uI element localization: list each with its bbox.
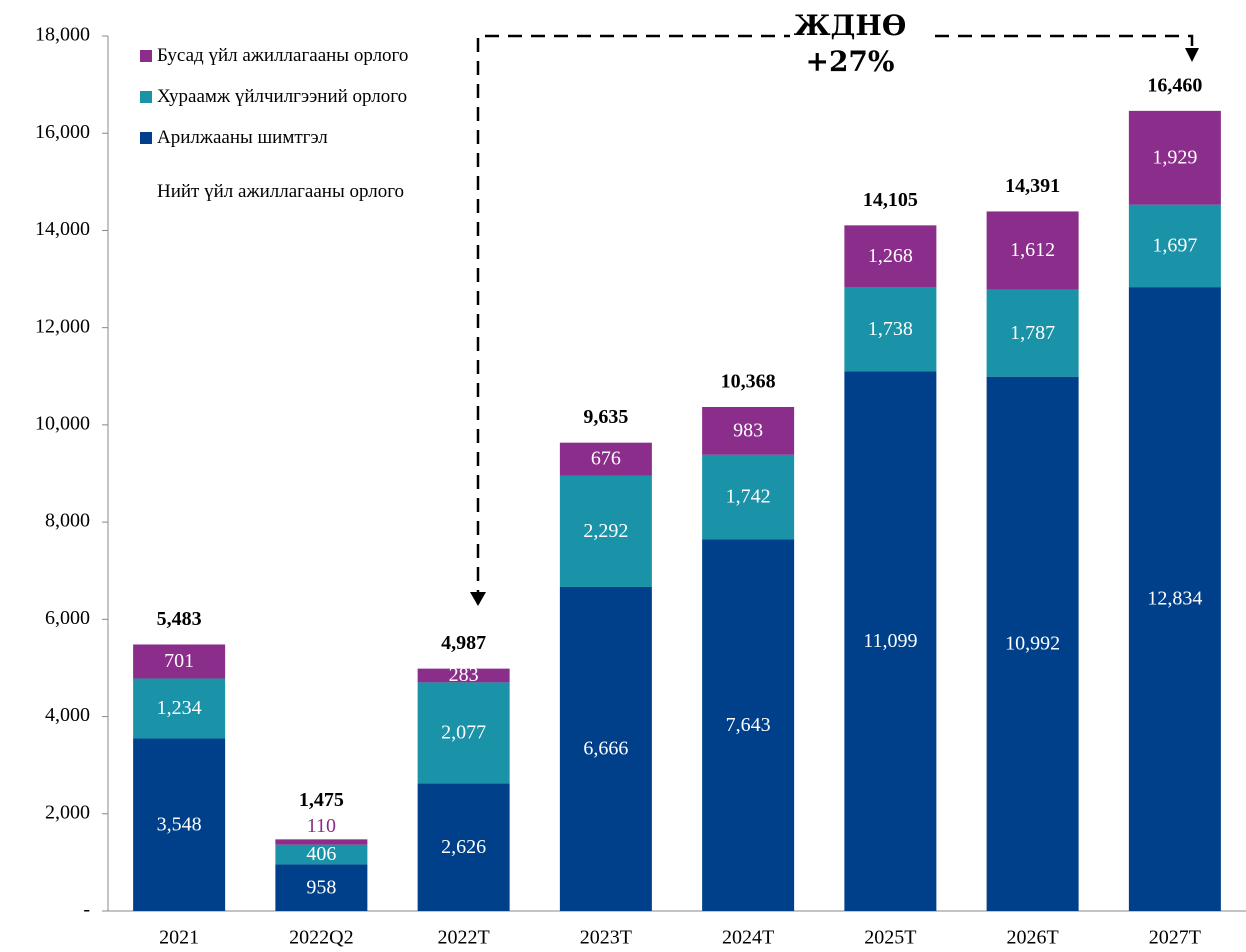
bar-segment <box>844 286 937 372</box>
data-label: 2,077 <box>441 721 486 743</box>
legend: Бусад үйл ажиллагааны орлого Хураамж үйлч… <box>140 44 430 221</box>
legend-swatch <box>140 186 152 198</box>
y-tick-label: 18,000 <box>35 24 90 46</box>
bar-segment <box>702 407 795 455</box>
data-label: 1,612 <box>1010 239 1055 261</box>
data-label: 10,992 <box>1005 632 1060 654</box>
bar-segment <box>986 376 1079 912</box>
bar-segment <box>559 475 652 587</box>
bar-segment <box>417 783 510 911</box>
bar-segment <box>417 668 510 683</box>
data-label: 11,099 <box>863 630 917 652</box>
data-label: 1,787 <box>1010 322 1055 344</box>
bar-segment <box>1128 287 1221 911</box>
x-tick-label: 2022Q2 <box>289 927 353 949</box>
bar-segment <box>275 844 368 865</box>
bar-segment <box>559 586 652 911</box>
legend-item: Нийт үйл ажиллагааны орлого <box>140 180 430 204</box>
y-tick-label: 2,000 <box>45 801 90 823</box>
data-label: 110 <box>307 815 336 837</box>
data-label: 1,268 <box>868 245 913 267</box>
legend-label: Хураамж үйлчилгээний орлого <box>157 86 408 107</box>
legend-swatch <box>140 91 152 103</box>
data-label: 406 <box>306 843 336 865</box>
bar-segment <box>133 738 226 911</box>
total-label: 10,368 <box>721 371 776 393</box>
data-label: 1,742 <box>726 486 771 508</box>
bar-segment <box>1128 110 1221 205</box>
data-label: 283 <box>449 664 479 686</box>
data-label: 2,626 <box>441 836 486 858</box>
bar-segment <box>133 644 226 679</box>
y-tick-label: 4,000 <box>45 704 90 726</box>
total-label: 14,391 <box>1005 175 1060 197</box>
bar-segment <box>702 539 795 911</box>
y-tick-label: 6,000 <box>45 607 90 629</box>
total-label: 5,483 <box>157 608 202 630</box>
y-tick-label: - <box>83 899 90 921</box>
legend-label: Нийт үйл ажиллагааны орлого <box>157 181 405 202</box>
total-label: 9,635 <box>583 406 628 428</box>
total-label: 14,105 <box>863 189 918 211</box>
total-label: 1,475 <box>299 789 344 811</box>
y-tick-label: 16,000 <box>35 121 90 143</box>
data-label: 983 <box>733 419 763 441</box>
data-label: 701 <box>164 650 194 672</box>
bar-segment <box>986 289 1079 377</box>
y-tick-label: 14,000 <box>35 218 90 240</box>
y-tick-label: 8,000 <box>45 510 90 532</box>
x-tick-label: 2022T <box>438 927 490 949</box>
data-label: 7,643 <box>726 714 771 736</box>
data-label: 1,234 <box>157 697 202 719</box>
data-label: 676 <box>591 448 621 470</box>
bar-segment <box>133 678 226 739</box>
data-label: 6,666 <box>583 738 628 760</box>
x-tick-label: 2024T <box>722 927 774 949</box>
total-label: 4,987 <box>441 632 486 654</box>
legend-item: Хураамж үйлчилгээний орлого <box>140 85 430 109</box>
data-label: 958 <box>306 876 336 898</box>
x-tick-label: 2027T <box>1149 927 1201 949</box>
annotation-line: +27% <box>805 45 895 78</box>
x-tick-label: 2023T <box>580 927 632 949</box>
total-label: 16,460 <box>1147 74 1202 96</box>
legend-item: Арилжааны шимтгэл <box>140 126 430 150</box>
data-label: 12,834 <box>1147 588 1202 610</box>
bar-segment <box>559 442 652 476</box>
data-label: 1,929 <box>1152 146 1197 168</box>
y-tick-label: 10,000 <box>35 412 90 434</box>
annotation-line: ЖДНӨ <box>793 9 907 42</box>
bar-segment <box>702 454 795 540</box>
growth-arrow <box>476 34 1194 604</box>
bar-segment <box>844 225 937 287</box>
data-label: 2,292 <box>583 520 628 542</box>
annotation: ЖДНӨ +27% <box>790 8 910 80</box>
bar-segment <box>844 371 937 911</box>
legend-item: Бусад үйл ажиллагааны орлого <box>140 44 430 68</box>
bar-segment <box>1128 204 1221 288</box>
x-tick-label: 2025T <box>864 927 916 949</box>
data-label: 1,738 <box>868 318 913 340</box>
bar-segment <box>417 682 510 784</box>
bar-segment <box>275 839 368 845</box>
y-tick-label: 12,000 <box>35 315 90 337</box>
bar-segment <box>986 211 1079 290</box>
x-tick-label: 2021 <box>159 927 199 949</box>
bar-segment <box>275 864 368 911</box>
data-label: 1,697 <box>1152 234 1197 256</box>
data-label: 3,548 <box>157 813 202 835</box>
legend-swatch <box>140 50 152 62</box>
legend-label: Бусад үйл ажиллагааны орлого <box>157 45 409 66</box>
legend-label: Арилжааны шимтгэл <box>157 127 328 148</box>
x-tick-label: 2026T <box>1007 927 1059 949</box>
legend-swatch <box>140 132 152 144</box>
